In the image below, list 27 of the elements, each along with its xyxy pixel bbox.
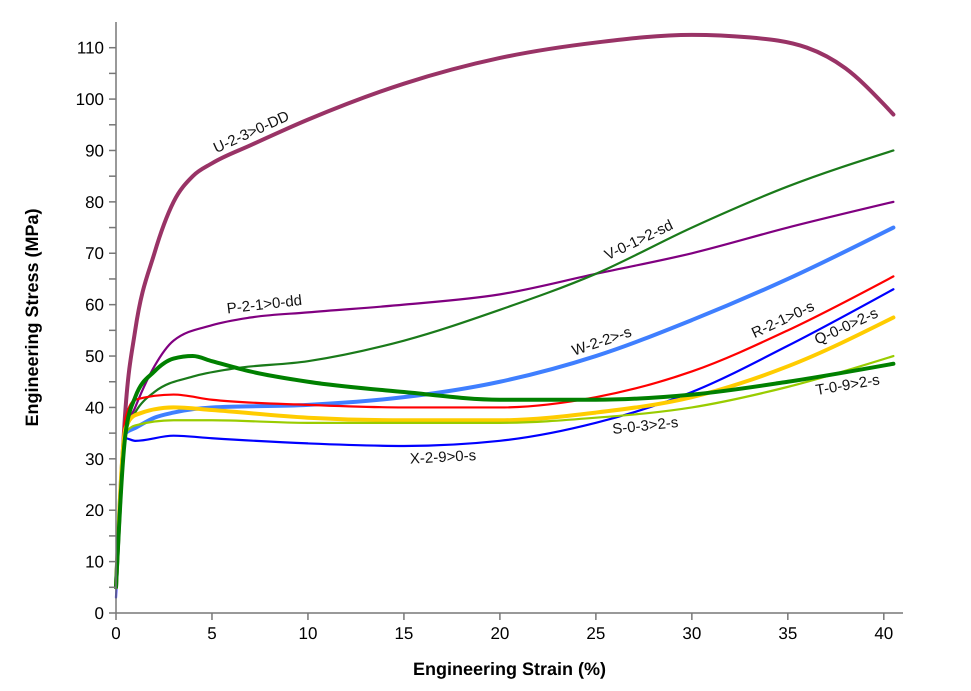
y-tick-label: 20 — [85, 501, 104, 520]
y-tick-label: 50 — [85, 346, 104, 366]
y-tick-label: 70 — [85, 244, 104, 264]
y-tick-label: 60 — [85, 296, 104, 315]
y-tick-label: 110 — [76, 38, 104, 58]
x-tick-label: 5 — [207, 624, 217, 643]
text: P-2-1>0-dd — [226, 292, 303, 318]
x-tick-label: 40 — [874, 624, 894, 643]
y-tick-label: 10 — [85, 552, 104, 572]
x-axis-title: Engineering Strain (%) — [412, 659, 606, 679]
x-tick-label: 0 — [111, 624, 121, 643]
x-tick-label: 20 — [490, 624, 510, 643]
y-axis-title: Engineering Stress (MPa) — [22, 208, 42, 427]
y-tick-label: 80 — [85, 192, 104, 212]
x-tick-label: 30 — [682, 624, 702, 643]
x-tick-label: 25 — [586, 624, 606, 643]
y-tick-label: 40 — [85, 398, 104, 418]
series-label: X-2-9>0-s — [409, 447, 477, 468]
text: T-0-9>2-s — [814, 371, 881, 400]
x-tick-label: 15 — [394, 624, 414, 643]
x-tick-label: 35 — [778, 624, 798, 643]
text: S-0-3>2-s — [611, 414, 680, 438]
y-tick-label: 100 — [76, 90, 104, 110]
y-tick-label: 90 — [85, 141, 104, 160]
x-tick-label: 10 — [298, 624, 318, 643]
y-tick-label: 0 — [94, 604, 104, 623]
y-tick-label: 30 — [85, 450, 104, 469]
